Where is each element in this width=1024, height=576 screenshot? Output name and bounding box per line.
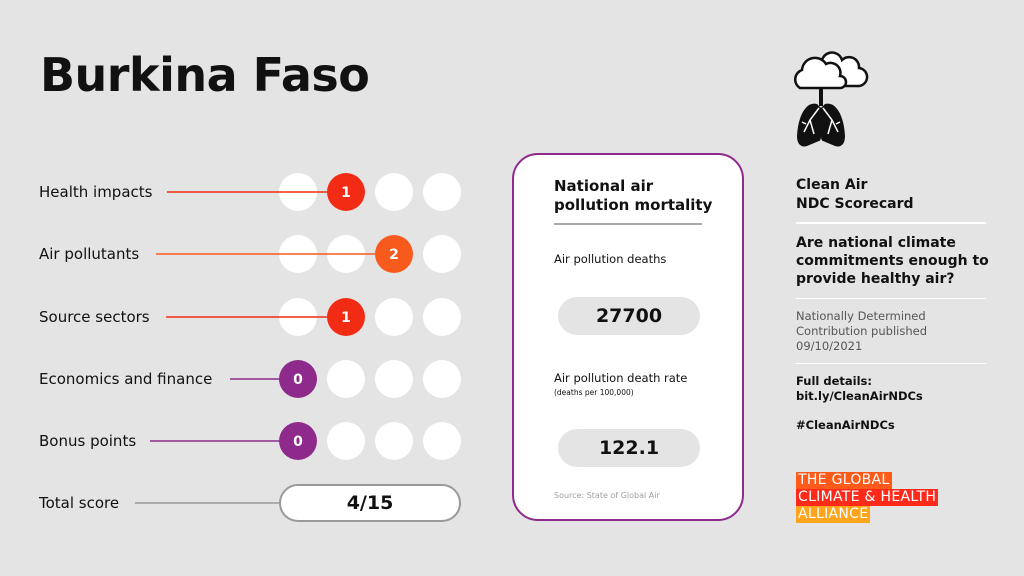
score-slot	[375, 298, 413, 336]
category-label-source-sectors: Source sectors	[39, 308, 150, 326]
logo-line3: ALLIANCE	[796, 506, 871, 523]
divider	[796, 363, 986, 364]
card-divider	[554, 223, 702, 225]
score-marker	[327, 298, 365, 336]
country-title: Burkina Faso	[40, 48, 370, 102]
category-label-bonus-points: Bonus points	[39, 432, 137, 450]
divider	[796, 298, 986, 299]
cloud-lungs-icon	[793, 51, 869, 147]
score-slot	[423, 360, 461, 398]
ndc-info: Nationally Determined Contribution publi…	[796, 309, 927, 354]
category-label-health-impacts: Health impacts	[39, 183, 153, 201]
score-slot	[327, 422, 365, 460]
hashtag: #CleanAirNDCs	[796, 418, 895, 432]
category-label-air-pollutants: Air pollutants	[39, 245, 140, 263]
deaths-value: 27700	[558, 297, 700, 335]
score-slot	[423, 173, 461, 211]
score-value: 1	[341, 310, 351, 326]
divider	[796, 222, 986, 224]
mortality-card: National air pollution mortality Air pol…	[512, 153, 744, 521]
death-rate-value: 122.1	[558, 429, 700, 467]
details-link[interactable]: bit.ly/CleanAirNDCs	[796, 389, 923, 403]
ndc-line2: Contribution published	[796, 324, 927, 338]
details: Full details: bit.ly/CleanAirNDCs	[796, 374, 923, 404]
scorecard-title-line1: Clean Air	[796, 177, 868, 193]
total-score-label: Total score	[39, 494, 120, 512]
score-value: 0	[293, 372, 303, 388]
score-slot	[423, 422, 461, 460]
score-slot	[375, 173, 413, 211]
ndc-date: 09/10/2021	[796, 339, 863, 353]
deaths-label: Air pollution deaths	[554, 252, 667, 266]
ndc-line1: Nationally Determined	[796, 309, 926, 323]
source-note: Source: State of Global Air	[554, 491, 660, 500]
score-marker	[327, 173, 365, 211]
card-title: National air pollution mortality	[554, 177, 713, 214]
death-rate-sublabel: (deaths per 100,000)	[554, 388, 634, 397]
score-slot	[423, 235, 461, 273]
score-marker	[279, 422, 317, 460]
logo-line1: THE GLOBAL	[796, 472, 892, 489]
details-label: Full details:	[796, 374, 872, 388]
category-label-economics-finance: Economics and finance	[39, 370, 213, 388]
logo-line2: CLIMATE & HEALTH	[796, 489, 939, 506]
score-value: 1	[341, 185, 351, 201]
score-value: 0	[293, 434, 303, 450]
score-marker	[279, 360, 317, 398]
scorecard-title-line2: NDC Scorecard	[796, 196, 914, 212]
score-marker	[375, 235, 413, 273]
score-slot	[375, 422, 413, 460]
scorecard-title: Clean Air NDC Scorecard	[796, 176, 914, 214]
score-slot	[327, 360, 365, 398]
total-score-pill: 4/15	[279, 484, 461, 522]
score-slot	[423, 298, 461, 336]
score-slot	[375, 360, 413, 398]
scorecard-question: Are national climate commitments enough …	[796, 235, 989, 287]
score-value: 2	[389, 247, 399, 263]
death-rate-label: Air pollution death rate	[554, 371, 688, 385]
